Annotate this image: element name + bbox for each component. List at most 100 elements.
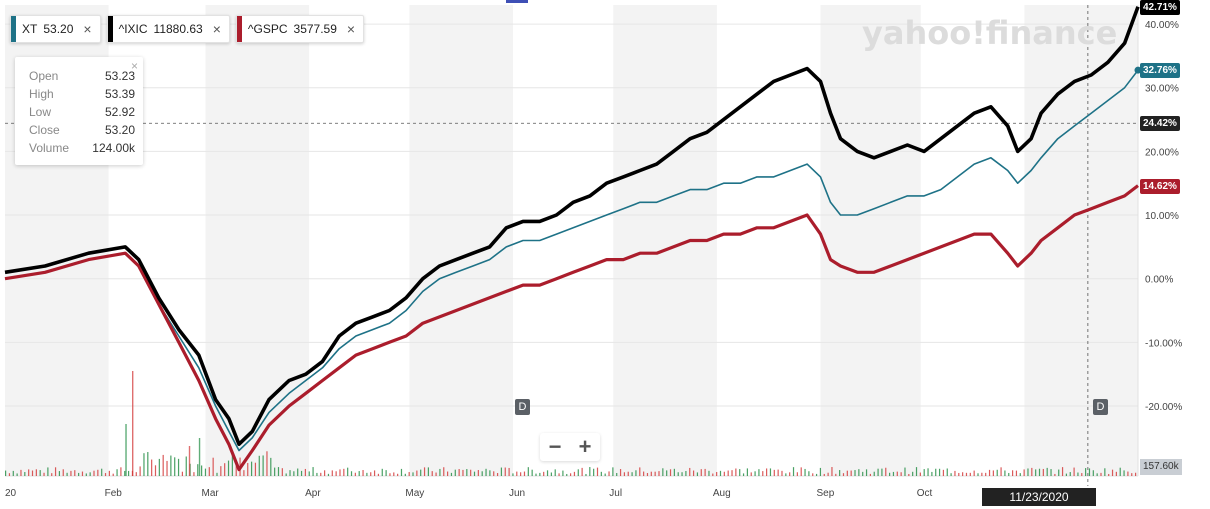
month-band bbox=[205, 5, 310, 476]
volume-bar bbox=[78, 472, 80, 476]
legend-value-gspc: 3577.59 bbox=[293, 22, 337, 36]
close-icon[interactable]: × bbox=[130, 59, 138, 73]
x-tick-label: Mar bbox=[202, 488, 220, 499]
zoom-in-button[interactable]: + bbox=[578, 434, 592, 459]
volume-bar bbox=[43, 472, 45, 476]
crosshair-date-label: 11/23/2020 bbox=[982, 488, 1096, 506]
ohlc-row-high: High 53.39 bbox=[29, 85, 135, 103]
volume-bar bbox=[181, 471, 184, 476]
volume-bar bbox=[1104, 468, 1106, 476]
volume-bar bbox=[235, 464, 237, 476]
volume-bar bbox=[654, 471, 656, 476]
volume-bar bbox=[496, 473, 499, 476]
legend-chip-gspc[interactable]: ^GSPC 3577.59 × bbox=[235, 15, 365, 43]
legend-chip-xt[interactable]: XT 53.20 × bbox=[10, 15, 101, 43]
end-tag-xt: 32.76% bbox=[1140, 63, 1180, 79]
volume-bar bbox=[1042, 468, 1044, 476]
volume-bar bbox=[431, 471, 433, 476]
x-tick-label: Apr bbox=[305, 488, 321, 499]
volume-bar bbox=[412, 472, 414, 476]
dividend-marker[interactable]: D bbox=[1093, 399, 1108, 415]
y-tick-label: -10.00% bbox=[1145, 338, 1182, 349]
volume-bar bbox=[569, 473, 572, 476]
volume-bar bbox=[831, 467, 833, 476]
y-tick-label: 20.00% bbox=[1145, 147, 1179, 158]
volume-bar bbox=[746, 468, 748, 476]
volume-bar bbox=[1096, 473, 1098, 476]
legend-color-gspc bbox=[236, 16, 242, 42]
volume-bar bbox=[996, 469, 998, 476]
volume-bar bbox=[270, 457, 272, 476]
volume-bar bbox=[462, 469, 464, 476]
volume-bar bbox=[132, 371, 134, 476]
volume-bar bbox=[97, 469, 99, 476]
zoom-out-button[interactable]: − bbox=[548, 434, 562, 459]
volume-bar bbox=[47, 467, 49, 476]
volume-bar bbox=[758, 469, 760, 476]
top-range-indicator bbox=[506, 0, 528, 3]
close-icon[interactable]: × bbox=[212, 21, 221, 37]
volume-bar bbox=[224, 463, 226, 476]
volume-bar bbox=[546, 470, 549, 476]
volume-bar bbox=[1069, 472, 1071, 476]
volume-bar bbox=[1058, 469, 1060, 476]
volume-bar bbox=[489, 470, 491, 476]
volume-bar bbox=[112, 473, 114, 476]
x-tick-label: May bbox=[405, 488, 424, 499]
volume-bar bbox=[188, 446, 191, 476]
volume-bar bbox=[1123, 470, 1125, 476]
ohlc-tooltip: × Open 53.23 High 53.39 Low 52.92 Close 53.2… bbox=[15, 57, 143, 165]
volume-bar bbox=[912, 471, 914, 476]
volume-bar bbox=[177, 458, 180, 476]
volume-bar bbox=[339, 469, 341, 476]
volume-bar bbox=[370, 472, 372, 476]
volume-bar bbox=[297, 468, 299, 476]
volume-bar bbox=[162, 454, 164, 476]
volume-bar bbox=[216, 472, 218, 476]
volume-bar bbox=[493, 471, 495, 476]
volume-bar bbox=[139, 466, 141, 476]
volume-bar bbox=[1085, 468, 1087, 476]
volume-bar bbox=[985, 472, 987, 476]
volume-bar bbox=[535, 473, 537, 476]
volume-bar bbox=[785, 473, 787, 476]
volume-bar bbox=[389, 473, 391, 476]
volume-bar bbox=[946, 468, 948, 476]
volume-bar bbox=[1119, 467, 1121, 476]
dividend-marker[interactable]: D bbox=[515, 399, 530, 415]
volume-bar bbox=[324, 470, 326, 476]
y-tick-label: 10.00% bbox=[1145, 211, 1179, 222]
volume-bar bbox=[558, 473, 560, 476]
volume-bar bbox=[623, 472, 626, 476]
volume-bar bbox=[839, 470, 841, 476]
volume-bar bbox=[685, 470, 687, 476]
close-icon[interactable]: × bbox=[83, 21, 92, 37]
volume-bar bbox=[935, 468, 937, 476]
volume-bar bbox=[919, 472, 921, 476]
volume-bar bbox=[1023, 469, 1025, 476]
volume-bar bbox=[835, 473, 837, 476]
ohlc-value: 53.39 bbox=[104, 87, 135, 101]
volume-bar bbox=[212, 457, 214, 476]
close-icon[interactable]: × bbox=[346, 21, 356, 37]
volume-bar bbox=[965, 472, 968, 476]
volume-bar bbox=[1008, 472, 1010, 476]
volume-bar bbox=[908, 473, 910, 476]
x-tick-label: Feb bbox=[105, 488, 123, 499]
volume-bar bbox=[858, 469, 860, 476]
x-tick-label: 20 bbox=[5, 488, 17, 499]
series-line-xt bbox=[4, 69, 1139, 452]
volume-bar bbox=[435, 472, 437, 476]
legend-chip-ixic[interactable]: ^IXIC 11880.63 × bbox=[106, 15, 230, 43]
volume-bar bbox=[1131, 473, 1133, 476]
volume-bar bbox=[900, 472, 902, 476]
volume-bar bbox=[773, 469, 775, 476]
volume-bar bbox=[220, 466, 222, 476]
volume-bar bbox=[927, 468, 929, 476]
volume-axis-label: 157.60k bbox=[1140, 459, 1182, 475]
volume-bar bbox=[1115, 471, 1117, 476]
volume-bar bbox=[443, 467, 445, 476]
volume-bar bbox=[719, 470, 722, 476]
volume-bar bbox=[862, 471, 864, 476]
